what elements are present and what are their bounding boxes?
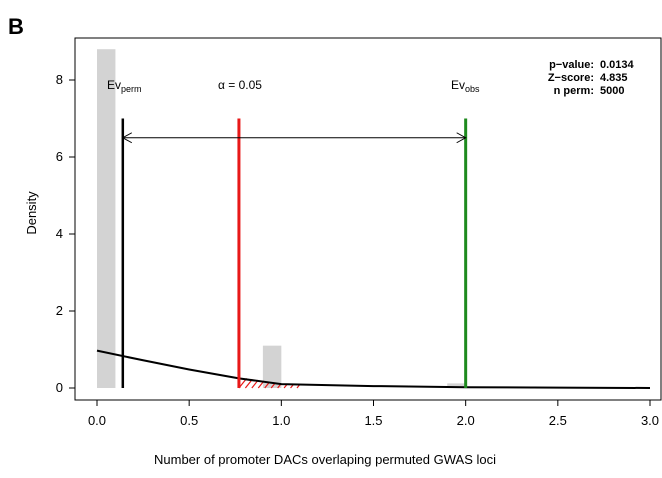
y-tick-label-0: 0 [56, 380, 63, 395]
histogram-bar-1 [262, 345, 282, 388]
stats-box: p−value: 0.0134 Z−score: 4.835 n perm: 5000 [548, 59, 635, 97]
range-arrow-head-left [121, 132, 133, 144]
histogram-bar-2 [447, 383, 466, 388]
ev-perm-label: Evperm [107, 78, 142, 94]
plot-frame [74, 37, 662, 401]
y-tick-label-1: 2 [56, 303, 63, 318]
alpha-label: α = 0.05 [218, 78, 262, 92]
x-axis-label: Number of promoter DACs overlaping permu… [154, 452, 496, 467]
x-tick-label-3: 1.5 [364, 413, 382, 428]
x-tick-label-5: 2.5 [549, 413, 567, 428]
x-tick-label-6: 3.0 [641, 413, 659, 428]
histogram-bars [97, 49, 466, 388]
x-tick-label-4: 2.0 [457, 413, 475, 428]
histogram-bar-0 [97, 49, 116, 388]
ev-perm-label-main: Ev [107, 78, 121, 92]
stat-label-0: p−value: [549, 59, 594, 71]
threshold-lines: Evperm α = 0.05 Evobs [107, 78, 480, 388]
ev-obs-label-sub: obs [465, 84, 480, 94]
ev-obs-label: Evobs [451, 78, 480, 94]
stat-value-2: 5000 [600, 85, 624, 97]
y-tick-label-3: 6 [56, 149, 63, 164]
axes: 0.0 0.5 1.0 1.5 2.0 2.5 3.0 0 2 4 6 8 [56, 37, 662, 428]
ev-obs-label-main: Ev [451, 78, 465, 92]
stat-value-0: 0.0134 [600, 59, 635, 71]
panel-label: B [8, 14, 24, 39]
ev-perm-label-sub: perm [121, 84, 142, 94]
y-axis-label: Density [24, 191, 39, 235]
density-curve-layer [96, 349, 651, 389]
x-tick-label-0: 0.0 [88, 413, 106, 428]
stat-label-2: n perm: [554, 85, 594, 97]
x-tick-label-2: 1.0 [272, 413, 290, 428]
density-curve [96, 349, 651, 389]
stat-value-1: 4.835 [600, 72, 628, 84]
y-tick-label-2: 4 [56, 226, 63, 241]
y-tick-label-4: 8 [56, 72, 63, 87]
x-tick-label-1: 0.5 [180, 413, 198, 428]
range-arrow-head-right [456, 132, 467, 144]
stat-label-1: Z−score: [548, 72, 594, 84]
